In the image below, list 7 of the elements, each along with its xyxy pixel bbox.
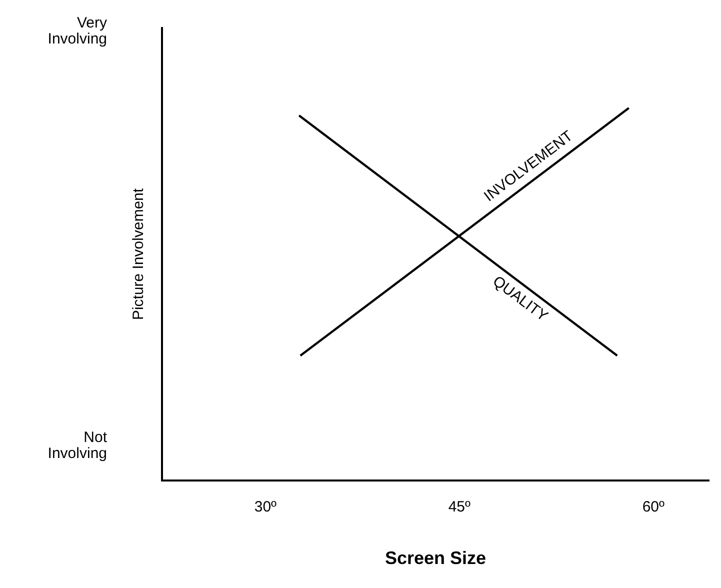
x-tick-label: 45º <box>448 498 472 516</box>
y-axis-title: Picture Involvement <box>130 188 148 320</box>
x-tick-label: 60º <box>642 498 665 516</box>
text: Not Involving <box>48 429 108 462</box>
x-tick-label: 30º <box>254 498 278 516</box>
x-axis-title: Screen Size <box>384 548 486 568</box>
text: Very Involving <box>48 14 108 48</box>
